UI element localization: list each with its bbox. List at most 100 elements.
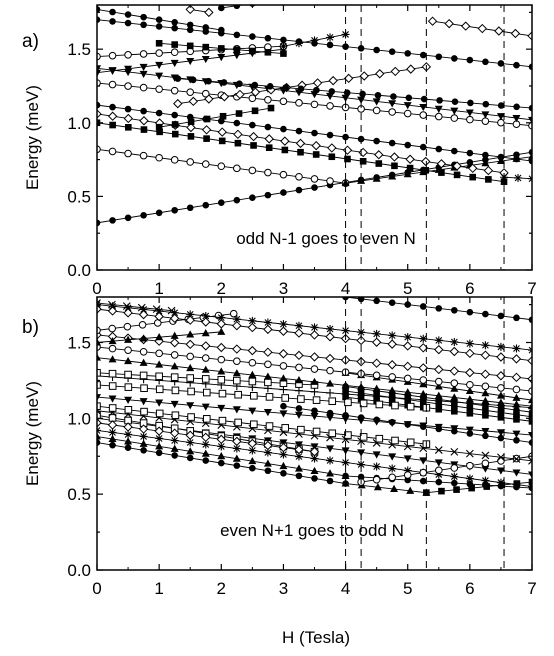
panel-a-series-13-point (156, 50, 163, 57)
panel-b-series-28-point (264, 325, 272, 333)
panel-b-series-23-point (373, 372, 380, 379)
panel-b-series-23-point (420, 377, 427, 384)
panel-b-series-23-point (187, 353, 194, 360)
panel-a-series-5 (93, 110, 508, 177)
panel-b-series-23-point (311, 366, 318, 373)
panel-b-series-21-point (265, 379, 272, 386)
panel-a-series-13-point (109, 52, 116, 59)
panel-b-series-21-point (125, 371, 132, 378)
panel-a-series-14-point (125, 20, 132, 27)
panel-b-series-26-point (154, 320, 161, 327)
panel-b-series-8-point (389, 474, 396, 481)
panel-b-series-3-point (453, 486, 460, 493)
panel-b-series-16-point (298, 396, 305, 403)
panel-b-series-28-point (404, 342, 412, 350)
panel-a-series-1-point (249, 194, 256, 201)
panel-b-series-8-point (451, 465, 458, 472)
panel-b-series-26-point (230, 310, 237, 317)
x-tick-label: 3 (279, 579, 288, 598)
x-tick-label: 5 (403, 279, 412, 298)
panel-b-series-16-point (125, 384, 132, 391)
panel-a-series-7-point (268, 105, 275, 112)
panel-a-series-14-point (140, 21, 147, 28)
panel-a-series-11-point (359, 91, 366, 98)
panel-b-series-16-point (141, 385, 148, 392)
panel-a-series-4-point (297, 149, 304, 156)
panel-a-series-20-point (429, 17, 437, 25)
panel-b-series-23-point (202, 355, 209, 362)
panel-a-series-5-point (281, 137, 289, 145)
panel-b-series-30-point (498, 313, 505, 320)
panel-b-series-16-point (329, 398, 336, 405)
panel-a-series-8-point (280, 98, 287, 105)
panel-a-series-20-point (511, 29, 519, 37)
panel-b-series-8-point (498, 458, 505, 465)
panel-b-series-16-point (219, 390, 226, 397)
panel-b-series-20-point (311, 388, 319, 396)
panel-a-series-17-point (125, 11, 132, 18)
panel-b-series-23-point (109, 345, 116, 352)
panel-b-series-24-point (202, 342, 210, 350)
panel-b-series-23-point (265, 361, 272, 368)
panel-b-series-27-point (435, 336, 443, 344)
panel-a-series-6-point (109, 104, 116, 111)
panel-a-series-4-point (454, 172, 461, 179)
x-tick-label: 0 (92, 279, 101, 298)
panel-a-series-2-point (218, 163, 225, 170)
panel-a-series-15-point (218, 45, 225, 52)
panel-b-series-12-point (141, 408, 148, 415)
panel-b-series-27-point (311, 323, 319, 331)
panel-b-series-5-point (435, 479, 442, 486)
panel-a-series-8-point (171, 87, 178, 94)
panel-a-series-4-point (391, 163, 398, 170)
panel-b-series-14-point (451, 428, 458, 435)
panel-b-series-24-point (186, 340, 194, 348)
panel-b-series-28-point (109, 307, 117, 315)
panel-b-series-18-point (498, 409, 505, 416)
panel-b-series-23-point (140, 348, 147, 355)
panel-a-series-11-point (452, 98, 459, 105)
panel-a-data-marks (93, 0, 536, 226)
panel-a-series-14-point (451, 55, 458, 62)
panel-b-series-14-point (467, 430, 474, 437)
panel-b-series-27 (93, 301, 536, 355)
panel-a-series-17-point (202, 24, 209, 31)
panel-b-series-21-point (218, 376, 225, 383)
panel-a-series-4-point (438, 169, 445, 176)
panel-a-series-10-point (314, 79, 322, 87)
panel-a-series-8-point (498, 119, 505, 126)
panel-a-series-14-point (420, 52, 427, 59)
panel-b-series-1-point (327, 478, 334, 485)
panel-a-series-1-point (125, 215, 132, 222)
panel-b-series-24-point (217, 343, 225, 351)
panel-b-series-23-point (498, 385, 505, 392)
panel-a-series-5-point (218, 128, 226, 136)
panel-a-series-11-point (190, 77, 197, 84)
panel-b-series-23-point (404, 375, 411, 382)
panel-a-series-6-point (389, 140, 396, 147)
panel-a-series-8-point (420, 112, 427, 119)
panel-b-series-23-point (513, 386, 520, 393)
panel-b-series-30-point (389, 299, 396, 306)
panel-b-series-30-point (513, 315, 520, 322)
y-tick-label: 0.0 (67, 261, 91, 280)
panel-b-series-16-point (313, 397, 320, 404)
panel-b-series-14-point (482, 432, 489, 439)
panel-a-series-14-point (482, 58, 489, 65)
panel-a-series-6-point (249, 122, 256, 129)
panel-b-series-12-point (282, 425, 289, 432)
x-tick-label: 6 (465, 579, 474, 598)
panel-b-series-21-point (249, 378, 256, 385)
x-tick-label: 6 (465, 279, 474, 298)
panel-b-series-1-point (156, 450, 163, 457)
panel-a-series-10-point (376, 70, 384, 78)
y-tick-label: 1.5 (67, 334, 91, 353)
x-tick-label: 7 (527, 279, 536, 298)
panel-a-series-16-point (295, 39, 303, 47)
panel-b-series-23-point (234, 358, 241, 365)
panel-a-series-17-point (109, 9, 116, 16)
panel-a-annotation: odd N-1 goes to even N (236, 229, 416, 248)
panel-a-series-16-point (279, 42, 287, 50)
panel-a-series-2-point (327, 178, 334, 185)
panel-b-series-16-point (156, 386, 163, 393)
